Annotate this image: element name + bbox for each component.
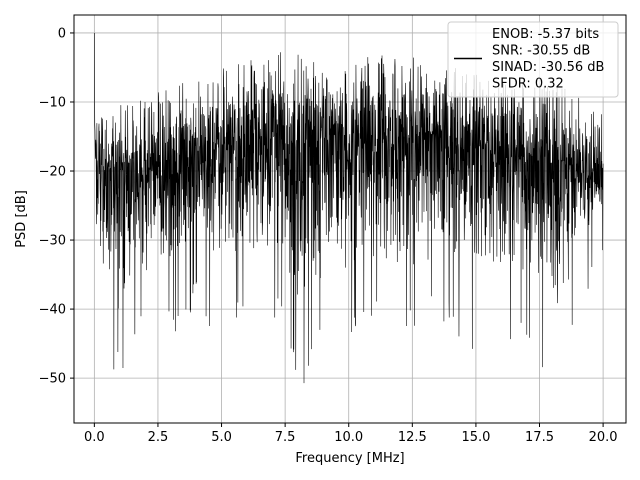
legend-entry-enob: ENOB: -5.37 bits bbox=[492, 27, 599, 42]
x-tick-label: 5.0 bbox=[211, 430, 232, 445]
legend-entry-sinad: SINAD: -30.56 dB bbox=[492, 60, 604, 75]
x-tick-label: 12.5 bbox=[398, 430, 427, 445]
x-tick-label: 0.0 bbox=[84, 430, 105, 445]
y-tick-label: 0 bbox=[58, 26, 66, 41]
legend: ENOB: -5.37 bits SNR: -30.55 dB SINAD: -… bbox=[447, 21, 619, 98]
y-tick-label: −40 bbox=[39, 303, 66, 318]
ticks: 0.0 2.5 5.0 7.5 10.0 12.5 15.0 17.5 20.0 0 −10 −20 −… bbox=[39, 26, 618, 445]
axes-frame bbox=[73, 14, 627, 424]
x-tick-label: 10.0 bbox=[334, 430, 363, 445]
x-axis-label: Frequency [MHz] bbox=[295, 451, 404, 466]
x-tick-label: 7.5 bbox=[275, 430, 296, 445]
y-tick-label: −50 bbox=[39, 372, 66, 387]
psd-series-line bbox=[94, 32, 604, 384]
y-tick-label: −10 bbox=[39, 95, 66, 110]
y-axis-label: PSD [dB] bbox=[14, 190, 29, 248]
legend-box bbox=[447, 21, 619, 98]
legend-entry-sfdr: SFDR: 0.32 bbox=[492, 77, 564, 92]
y-tick-label: −30 bbox=[39, 234, 66, 249]
x-tick-label: 15.0 bbox=[461, 430, 490, 445]
x-tick-label: 17.5 bbox=[525, 430, 554, 445]
y-tick-label: −20 bbox=[39, 165, 66, 180]
x-tick-label: 20.0 bbox=[589, 430, 618, 445]
legend-entry-snr: SNR: -30.55 dB bbox=[492, 44, 590, 59]
plot-area bbox=[94, 32, 604, 384]
x-tick-label: 2.5 bbox=[148, 430, 169, 445]
